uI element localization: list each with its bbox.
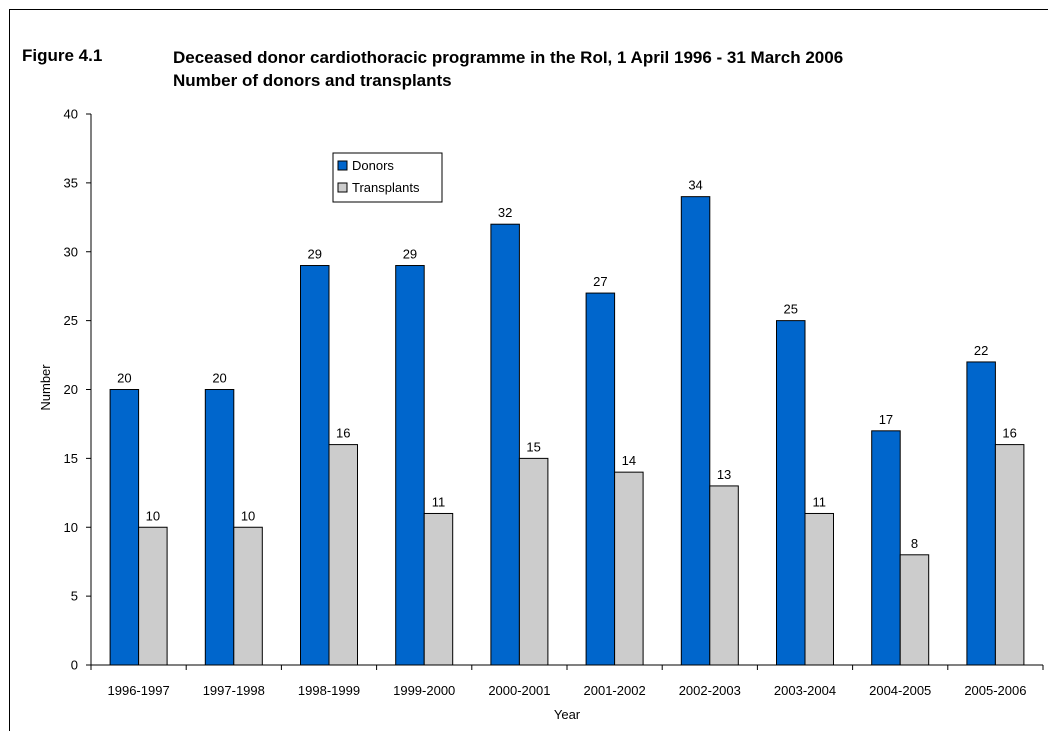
data-label-transplants: 13	[717, 467, 731, 482]
legend-swatch-donors	[337, 160, 348, 171]
x-tick-label: 2001-2002	[584, 683, 646, 698]
bar-transplants	[423, 512, 454, 666]
legend-swatch-transplants	[337, 182, 348, 193]
y-tick-label: 15	[64, 451, 78, 466]
data-label-transplants: 11	[432, 494, 446, 509]
chart-bars	[109, 196, 1025, 666]
legend-label-transplants: Transplants	[352, 180, 420, 195]
y-tick-label: 10	[64, 520, 78, 535]
x-tick-label: 2002-2003	[679, 683, 741, 698]
legend-label-donors: Donors	[352, 158, 394, 173]
bar-transplants	[614, 471, 644, 666]
y-tick-label: 40	[64, 107, 78, 122]
y-axis-title: Number	[38, 364, 53, 411]
data-label-donors: 17	[879, 412, 893, 427]
y-tick-label: 5	[71, 589, 78, 604]
data-label-donors: 22	[974, 343, 988, 358]
x-tick-label: 1998-1999	[298, 683, 360, 698]
bar-donors	[490, 223, 520, 666]
bar-donors	[109, 389, 140, 666]
chart-subtitle: Number of donors and transplants	[173, 71, 452, 90]
x-axis-title: Year	[554, 707, 581, 722]
data-label-donors: 32	[498, 205, 512, 220]
x-tick-label: 2004-2005	[869, 683, 931, 698]
y-tick-label: 30	[64, 244, 78, 259]
bar-transplants	[899, 554, 930, 666]
bar-donors	[585, 292, 616, 666]
x-tick-label: 1999-2000	[393, 683, 455, 698]
data-label-transplants: 10	[241, 508, 255, 523]
data-label-donors: 34	[688, 178, 702, 193]
data-label-donors: 27	[593, 274, 607, 289]
bar-donors	[300, 265, 330, 666]
data-label-donors: 20	[212, 371, 226, 386]
legend-box	[332, 152, 443, 203]
bar-transplants	[328, 444, 358, 666]
y-tick-label: 35	[64, 175, 78, 190]
chart-legend: Donors Transplants	[332, 152, 443, 203]
x-tick-label: 1997-1998	[203, 683, 265, 698]
bar-transplants	[233, 526, 263, 666]
figure-number: Figure 4.1	[22, 46, 103, 65]
data-label-transplants: 14	[622, 453, 636, 468]
bar-donors	[966, 361, 996, 666]
data-label-transplants: 16	[336, 426, 350, 441]
x-tick-label: 2003-2004	[774, 683, 836, 698]
data-label-donors: 29	[403, 247, 417, 262]
bar-donors	[204, 389, 235, 666]
x-tick-label: 1996-1997	[108, 683, 170, 698]
bar-transplants	[518, 457, 549, 666]
y-tick-label: 25	[64, 313, 78, 328]
data-label-transplants: 8	[911, 536, 918, 551]
y-tick-label: 20	[64, 382, 78, 397]
chart-title: Deceased donor cardiothoracic programme …	[173, 48, 844, 67]
chart-data-labels: 20 10 20 10 29 16 29 11 32 15 27 14 34 13 25 11 17 8 22 16	[117, 178, 1017, 551]
figure-title: Deceased donor cardiothoracic programme …	[173, 46, 843, 92]
data-label-transplants: 15	[526, 439, 540, 454]
bar-transplants	[138, 526, 168, 666]
bar-transplants	[994, 444, 1025, 666]
x-tick-label: 2005-2006	[964, 683, 1026, 698]
bar-donors	[395, 265, 425, 666]
data-label-donors: 25	[784, 302, 798, 317]
data-label-donors: 29	[308, 247, 322, 262]
bar-donors	[680, 196, 711, 666]
data-label-transplants: 16	[1002, 426, 1016, 441]
data-label-transplants: 11	[813, 494, 827, 509]
bar-donors	[871, 430, 901, 666]
x-tick-label: 2000-2001	[488, 683, 550, 698]
bar-transplants	[709, 485, 739, 666]
data-label-transplants: 10	[146, 508, 160, 523]
figure-frame	[9, 9, 1048, 731]
bar-transplants	[804, 512, 834, 666]
y-tick-label: 0	[71, 658, 78, 673]
bar-donors	[776, 320, 806, 666]
data-label-donors: 20	[117, 371, 131, 386]
